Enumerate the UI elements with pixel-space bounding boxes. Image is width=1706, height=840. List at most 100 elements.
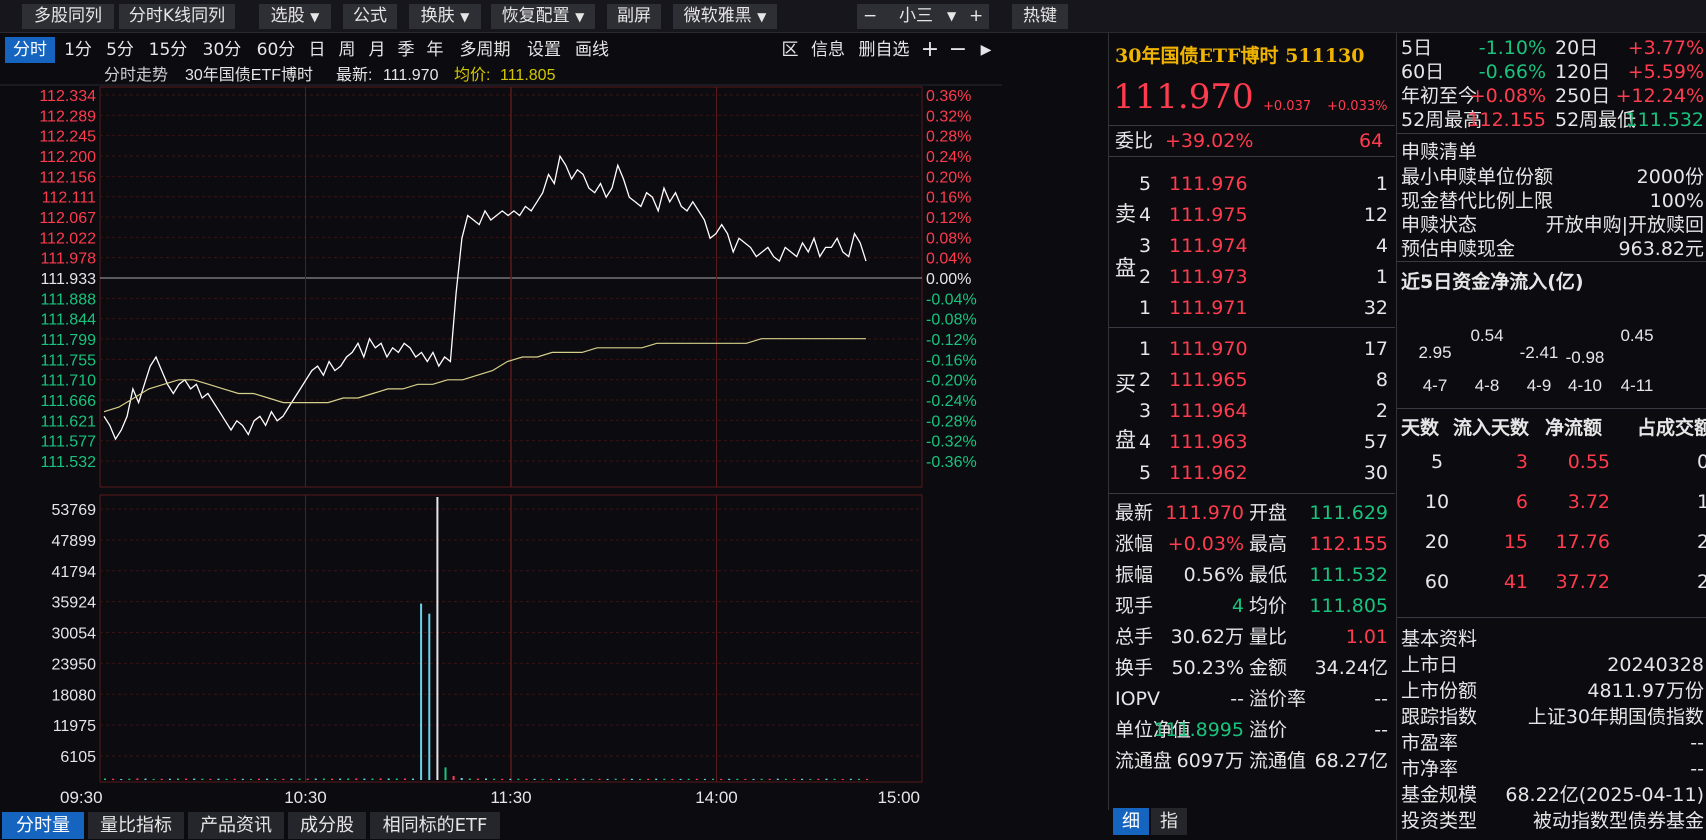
volume-bar (306, 778, 309, 780)
volume-bar (825, 778, 828, 780)
volume-bar (809, 778, 812, 780)
indicator-tab-bar: 分时量 量比指标 产品资讯 成分股 相同标的ETF (0, 810, 1706, 840)
info-button[interactable]: 信息 (811, 40, 845, 60)
stat-label: 均价 (1249, 595, 1288, 617)
sell-price[interactable]: 111.971 (1169, 297, 1248, 319)
flow-date-label: 4-10 (1568, 376, 1602, 395)
flow-in-days: 6 (1515, 491, 1528, 513)
tab-quarter[interactable]: 季 (397, 40, 415, 60)
skin-dropdown[interactable]: 换肤 ▼ (409, 4, 481, 29)
basic-key: 上市份额 (1401, 680, 1478, 702)
time-tick-label: 15:00 (877, 788, 920, 807)
buy-price[interactable]: 111.970 (1169, 338, 1248, 360)
sell-side-label: 盘 (1115, 256, 1136, 280)
pct-tick-label: -0.24% (926, 393, 977, 410)
pct-tick-label: 0.28% (926, 129, 971, 146)
buy-volume: 30 (1363, 462, 1388, 484)
stock-picker-dropdown[interactable]: 选股 ▼ (259, 4, 331, 29)
increase-font-icon[interactable]: + (969, 6, 984, 26)
avg-price-line (103, 338, 866, 413)
tab-5min[interactable]: 5分 (106, 40, 134, 60)
stat-label: 溢价 (1249, 719, 1288, 741)
tab-volume-ratio[interactable]: 量比指标 (88, 812, 184, 839)
volume-bar (671, 778, 674, 780)
timeshare-kline-button[interactable]: 分时K线同列 (119, 4, 235, 29)
buy-price[interactable]: 111.964 (1169, 400, 1248, 422)
volume-bar (412, 778, 414, 780)
volume-tick-label: 47899 (52, 533, 97, 550)
timeshare-chart[interactable]: 分时走势 30年国债ETF博时 最新: 111.970 均价: 111.805 112.33… (0, 65, 1002, 810)
font-size-label[interactable]: 小三 (899, 6, 933, 26)
volume-bar (185, 778, 188, 780)
hotkey-button[interactable]: 热键 (1012, 4, 1068, 29)
restore-config-dropdown[interactable]: 恢复配置 ▼ (491, 4, 595, 29)
secondary-screen-button[interactable]: 副屏 (607, 4, 661, 29)
flow-value-label: 0.54 (1470, 326, 1503, 345)
tab-product-news[interactable]: 产品资讯 (188, 812, 284, 839)
tab-week[interactable]: 周 (338, 40, 356, 60)
tab-timeshare-volume[interactable]: 分时量 (2, 812, 84, 839)
perf-value: +5.59% (1627, 61, 1704, 83)
volume-bar (282, 778, 285, 780)
range-button[interactable]: 区 (781, 40, 799, 60)
volume-bar (314, 778, 317, 780)
divider (1109, 327, 1395, 328)
sell-price[interactable]: 111.974 (1169, 235, 1248, 257)
tab-year[interactable]: 年 (426, 40, 444, 60)
tab-settings[interactable]: 设置 (527, 40, 561, 60)
pct-tick-label: 0.08% (926, 230, 971, 247)
tab-1min[interactable]: 1分 (64, 40, 92, 60)
buy-price[interactable]: 111.962 (1169, 462, 1248, 484)
tab-15min[interactable]: 15分 (148, 40, 188, 60)
volume-bar (266, 778, 269, 780)
volume-bar (160, 778, 163, 780)
volume-tick-label: 35924 (52, 595, 97, 612)
tab-30min[interactable]: 30分 (202, 40, 242, 60)
volume-bar (614, 778, 617, 780)
font-dropdown[interactable]: 微软雅黑 ▼ (673, 4, 777, 29)
tab-index[interactable]: 指 (1151, 808, 1187, 835)
tab-month[interactable]: 月 (368, 40, 386, 60)
tab-detail[interactable]: 细 (1113, 808, 1149, 835)
sell-price[interactable]: 111.976 (1169, 173, 1248, 195)
price-tick-label: 112.200 (39, 149, 96, 166)
tab-multi-period[interactable]: 多周期 (459, 40, 511, 60)
tab-draw[interactable]: 画线 (575, 40, 609, 60)
volume-bar (128, 778, 131, 780)
buy-price[interactable]: 111.965 (1169, 369, 1248, 391)
pct-tick-label: 0.16% (926, 190, 971, 207)
chart-header-text: 111.970 (383, 67, 439, 84)
chevron-down-icon[interactable]: ▼ (947, 9, 957, 23)
subscribe-value: 963.82元 (1618, 238, 1704, 260)
expand-panel-icon[interactable]: ▶ (980, 42, 992, 58)
sell-price[interactable]: 111.975 (1169, 204, 1248, 226)
volume-bar (331, 778, 333, 780)
zoom-out-icon[interactable]: − (948, 37, 968, 62)
buy-price[interactable]: 111.963 (1169, 431, 1248, 453)
formula-button[interactable]: 公式 (343, 4, 397, 29)
decrease-font-icon[interactable]: − (863, 6, 878, 26)
multi-stock-button[interactable]: 多股同列 (22, 4, 114, 29)
tab-constituents[interactable]: 成分股 (288, 812, 366, 839)
tab-same-index-etf[interactable]: 相同标的ETF (370, 812, 500, 839)
volume-bar (403, 778, 406, 780)
basic-value: -- (1690, 758, 1704, 780)
basic-value: 被动指数型债券基金 (1532, 810, 1704, 832)
zoom-in-icon[interactable]: + (920, 37, 940, 62)
tab-day[interactable]: 日 (308, 40, 326, 60)
remove-watchlist-button[interactable]: 删自选 (858, 40, 910, 60)
flow-days: 20 (1424, 531, 1450, 553)
subscribe-title: 申赎清单 (1401, 141, 1478, 163)
tab-timeshare[interactable]: 分时 (5, 37, 55, 63)
price-tick-label: 112.156 (39, 169, 96, 186)
volume-tick-label: 18080 (52, 687, 97, 704)
volume-bar (201, 778, 204, 780)
price-tick-label: 112.022 (39, 230, 96, 247)
volume-bar (849, 778, 852, 780)
sell-price[interactable]: 111.973 (1169, 266, 1248, 288)
tab-60min[interactable]: 60分 (256, 40, 296, 60)
perf-value: +3.77% (1627, 37, 1704, 59)
basic-key: 投资类型 (1401, 810, 1478, 832)
stat-label: 单位净值 (1115, 719, 1192, 741)
perf-label: 年初至今 (1401, 85, 1478, 107)
